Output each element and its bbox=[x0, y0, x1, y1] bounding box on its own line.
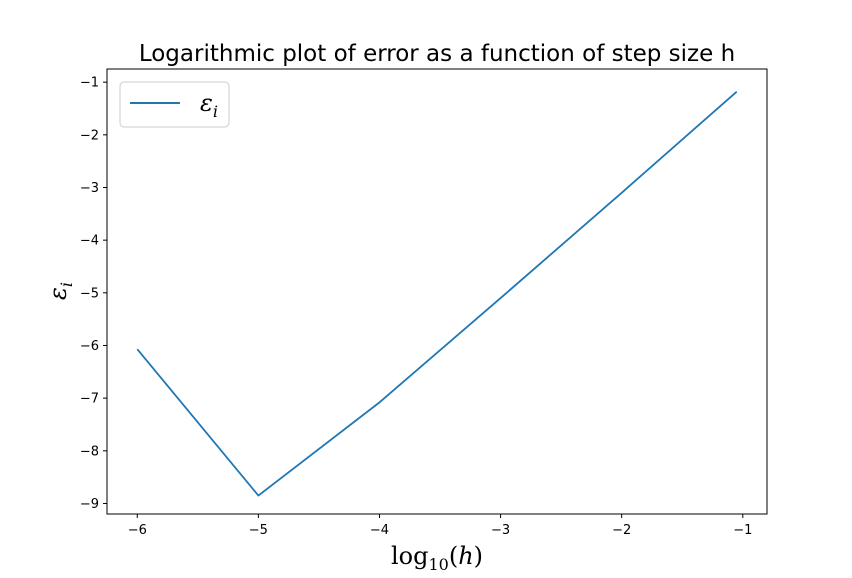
series-layer bbox=[136, 90, 738, 497]
series-line bbox=[136, 90, 738, 497]
legend: εi bbox=[119, 81, 230, 128]
y-axis: −9 −8 −7 −6 −5 −4 −3 −2 −1 bbox=[80, 76, 107, 512]
y-tick-label: −1 bbox=[80, 76, 99, 91]
y-tick-label: −4 bbox=[80, 234, 99, 249]
legend-label: εi bbox=[200, 89, 218, 121]
x-tick-label: −5 bbox=[249, 523, 268, 538]
plot-area: −9 −8 −7 −6 −5 −4 −3 −2 −1 −6 −5 −4 −3 −2 −1 bbox=[80, 68, 768, 538]
y-tick-label: −8 bbox=[80, 444, 99, 459]
y-tick-label: −3 bbox=[80, 181, 99, 196]
chart-title: Logarithmic plot of error as a function … bbox=[139, 41, 735, 67]
y-tick-label: −6 bbox=[80, 339, 99, 354]
x-tick-label: −6 bbox=[128, 523, 147, 538]
x-tick-label: −4 bbox=[370, 523, 389, 538]
y-tick-label: −5 bbox=[80, 286, 99, 301]
x-tick-label: −1 bbox=[733, 523, 752, 538]
y-tick-label: −9 bbox=[80, 497, 99, 512]
axes-frame bbox=[106, 68, 768, 515]
x-axis: −6 −5 −4 −3 −2 −1 bbox=[128, 514, 752, 538]
y-axis-label: εi bbox=[44, 282, 76, 300]
x-tick-label: −2 bbox=[612, 523, 631, 538]
y-tick-label: −2 bbox=[80, 128, 99, 143]
y-tick-label: −7 bbox=[80, 392, 99, 407]
legend-box bbox=[119, 81, 230, 128]
x-tick-label: −3 bbox=[491, 523, 510, 538]
